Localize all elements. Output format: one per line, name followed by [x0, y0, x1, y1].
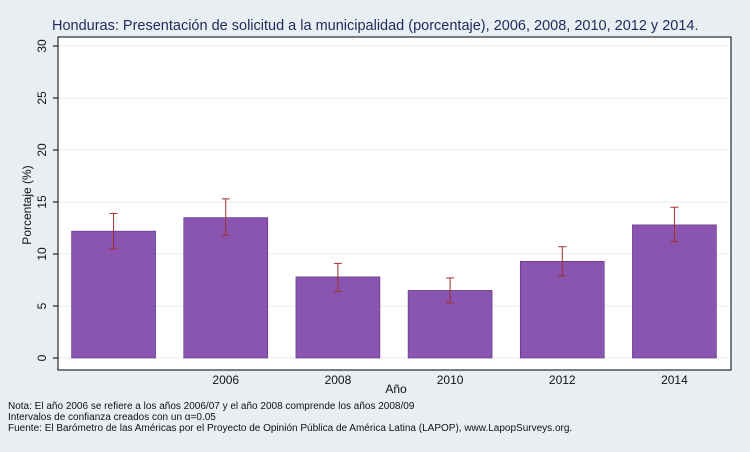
y-axis-label: Porcentaje (%): [20, 165, 34, 244]
bar: [183, 217, 269, 359]
error-bars: [109, 198, 679, 304]
x-axis: 2006 2008 2010 2012 2014: [212, 373, 688, 387]
y-tick-label: 0: [35, 354, 49, 361]
x-tick-label: 2012: [549, 373, 576, 387]
y-tick-label: 25: [35, 91, 49, 105]
y-tick-label: 10: [35, 247, 49, 261]
plot-area: [57, 36, 732, 371]
x-tick-label: 2010: [437, 373, 464, 387]
bars: [71, 217, 717, 359]
x-tick-label: 2006: [212, 373, 239, 387]
y-tick-label: 20: [35, 143, 49, 157]
x-axis-label: Año: [385, 382, 407, 396]
y-tick-label: 30: [35, 39, 49, 53]
note-line-2: Intervalos de confianza creados con un α…: [8, 412, 216, 423]
chart-title: Honduras: Presentación de solicitud a la…: [52, 18, 698, 34]
note-line-3: Fuente: El Barómetro de las Américas por…: [8, 423, 573, 434]
x-tick-label: 2008: [325, 373, 352, 387]
note-line-1: Nota: El año 2006 se refiere a los años …: [8, 401, 415, 412]
bar: [71, 230, 156, 359]
y-tick-label: 15: [35, 195, 49, 209]
bar: [519, 260, 605, 359]
gridlines: [59, 45, 730, 359]
x-tick-label: 2014: [661, 373, 688, 387]
y-axis: 0 5 10 15 20 25 30: [35, 39, 59, 361]
bar: [632, 224, 717, 359]
y-tick-label: 5: [35, 302, 49, 309]
